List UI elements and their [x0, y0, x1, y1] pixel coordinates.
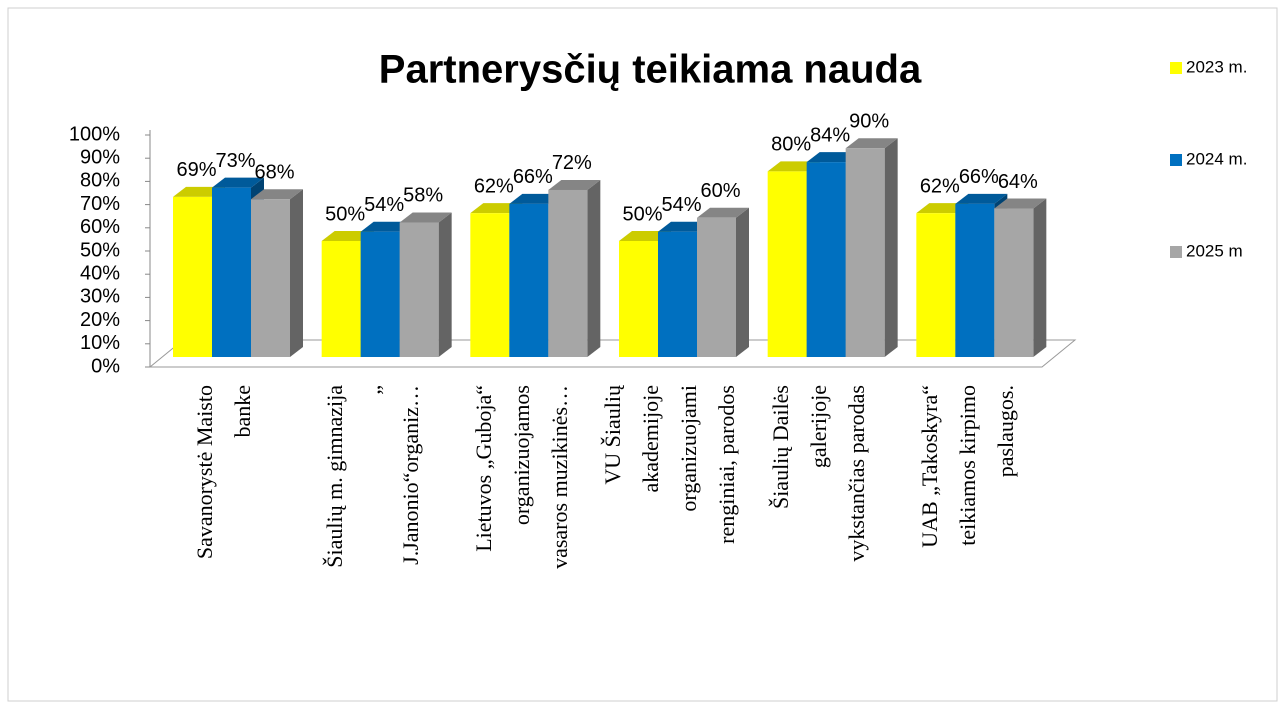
x-tick-label: Šiaulių Dailės galerijoje vykstančias pa… [768, 385, 869, 562]
data-label: 50% [622, 203, 662, 225]
bar [173, 196, 212, 357]
floor [148, 339, 1077, 368]
bar-top [994, 198, 1047, 209]
data-label: 90% [849, 110, 889, 132]
bar-side [884, 138, 898, 357]
bar-top [697, 207, 749, 218]
x-tick-label: UAB „Takoskyra“ teikiamos kirpimo paslau… [916, 385, 1018, 548]
bar [399, 222, 439, 357]
legend-label: 2025 m [1186, 241, 1243, 260]
legend-swatch [1170, 246, 1182, 258]
bar [619, 241, 658, 357]
data-label: 69% [176, 159, 216, 181]
bar [509, 203, 549, 357]
bar [658, 231, 697, 357]
data-label: 58% [403, 185, 443, 207]
data-label: 54% [364, 194, 404, 216]
bar-side [1033, 198, 1047, 357]
bar-top [955, 193, 1008, 204]
y-tick-label: 0% [91, 355, 120, 377]
x-tick-label: VU Šiaulių akademijoje organizuojami ren… [600, 385, 740, 544]
bar [845, 148, 885, 357]
bar [767, 171, 807, 357]
chart-title: Partnerysčių teikiama nauda [379, 48, 922, 92]
bar [806, 162, 846, 357]
bar [994, 208, 1034, 357]
y-tick-label: 90% [80, 146, 120, 168]
bar-top [470, 203, 523, 214]
bar [251, 199, 290, 357]
bar-side [438, 212, 452, 357]
x-tick-label: Lietuvos „Guboja“ organizuojamos vasaros… [470, 385, 572, 569]
y-tick-label: 100% [69, 123, 120, 145]
bar-top [399, 212, 452, 223]
data-label: 54% [661, 194, 701, 216]
bar-top [548, 179, 601, 190]
y-tick-label: 40% [80, 262, 120, 284]
y-tick-label: 10% [80, 332, 120, 354]
legend-swatch [1170, 154, 1182, 166]
y-tick-label: 20% [80, 309, 120, 331]
y-tick-label: 30% [80, 286, 120, 308]
bar [916, 213, 956, 357]
y-tick-label: 50% [80, 239, 120, 261]
bar [321, 241, 361, 357]
bar-top [251, 189, 303, 200]
data-label: 66% [959, 166, 999, 188]
y-tick-label: 80% [80, 170, 120, 192]
bar [697, 217, 736, 357]
bar-top [212, 177, 264, 188]
bar [360, 231, 400, 357]
data-label: 50% [325, 203, 365, 225]
y-tick-label: 70% [80, 193, 120, 215]
data-label: 62% [474, 175, 514, 197]
bar [212, 187, 251, 357]
data-label: 64% [998, 171, 1038, 193]
bar-top [845, 138, 898, 149]
data-label: 73% [215, 150, 255, 172]
data-label: 60% [700, 180, 740, 202]
bar [955, 203, 995, 357]
data-label: 80% [771, 134, 811, 156]
x-tick-label: Šiaulių m. gimnazija „ J.Janonio“organiz… [322, 385, 423, 568]
legend-label: 2024 m. [1186, 149, 1247, 168]
x-tick-label: Savanorystė Maisto banke [192, 385, 256, 560]
data-label: 84% [810, 124, 850, 146]
data-label: 62% [920, 175, 960, 197]
y-tick-label: 60% [80, 216, 120, 238]
legend-swatch [1170, 62, 1182, 74]
bar-side [290, 189, 303, 357]
legend-label: 2023 m. [1186, 57, 1247, 76]
bar [548, 189, 588, 357]
data-label: 66% [513, 166, 553, 188]
bar-side [736, 207, 749, 357]
bar-side [587, 179, 601, 357]
bar [470, 213, 510, 357]
data-label: 72% [552, 152, 592, 174]
data-label: 68% [254, 162, 294, 184]
